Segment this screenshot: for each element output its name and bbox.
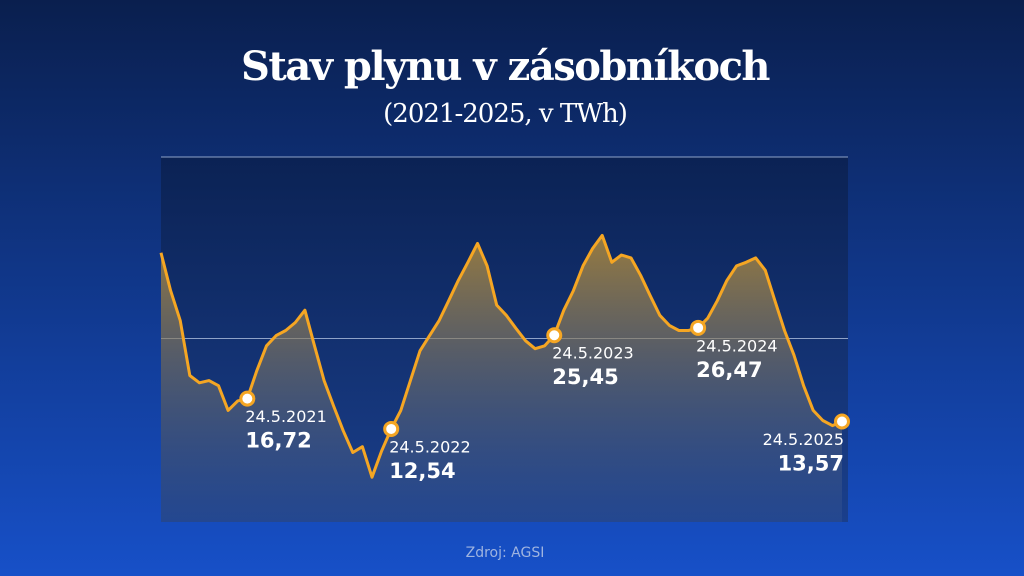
annotation-date: 24.5.2021 <box>245 407 326 426</box>
point-marker <box>546 327 563 344</box>
annotation-date: 24.5.2023 <box>552 344 633 363</box>
area <box>161 235 842 522</box>
source: Zdroj: AGSI <box>466 545 545 561</box>
annotation-value: 16,72 <box>245 429 311 453</box>
point-marker <box>690 319 707 336</box>
annotation-date: 24.5.2024 <box>696 336 777 355</box>
point-marker <box>834 413 850 430</box>
annotation-value: 26,47 <box>696 358 762 382</box>
point-marker <box>383 420 400 437</box>
point-marker <box>239 390 256 407</box>
annotation-value: 25,45 <box>552 365 618 389</box>
annotation-value: 13,57 <box>778 451 844 475</box>
annotation-value: 12,54 <box>389 459 455 483</box>
chart-subtitle: (2021-2025, v TWh) <box>383 99 627 129</box>
line <box>159 233 843 479</box>
annotation-date: 24.5.2025 <box>763 430 844 449</box>
annotation-date: 24.5.2022 <box>389 437 470 456</box>
chart-title: Stav plynu v zásobníkoch <box>241 43 770 90</box>
